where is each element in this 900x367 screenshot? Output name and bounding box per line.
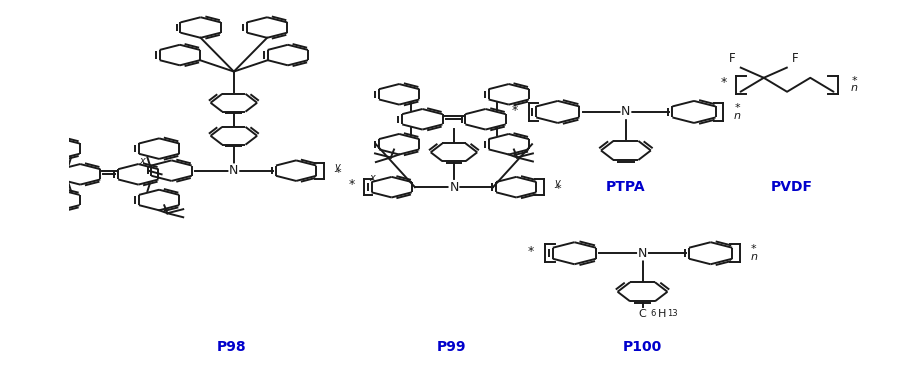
Text: *: * xyxy=(721,76,727,90)
Text: H: H xyxy=(658,309,666,319)
Text: 6: 6 xyxy=(651,309,656,318)
Text: P99: P99 xyxy=(436,340,466,354)
Text: N: N xyxy=(638,247,647,260)
Text: N: N xyxy=(449,181,459,194)
Text: n: n xyxy=(751,252,757,262)
Text: n: n xyxy=(850,83,858,94)
Text: y: y xyxy=(335,161,340,172)
Text: y: y xyxy=(554,178,560,188)
Text: PTPA: PTPA xyxy=(606,180,645,194)
Text: x: x xyxy=(369,173,375,183)
Text: *: * xyxy=(556,184,562,195)
Text: *: * xyxy=(734,102,740,113)
Text: P98: P98 xyxy=(217,340,247,354)
Text: *: * xyxy=(528,245,535,258)
Text: P100: P100 xyxy=(623,340,662,354)
Text: 13: 13 xyxy=(668,309,678,318)
Text: n: n xyxy=(734,110,741,121)
Text: *: * xyxy=(851,76,857,86)
Text: x: x xyxy=(140,156,145,167)
Text: PVDF: PVDF xyxy=(771,180,813,194)
Text: F: F xyxy=(729,52,736,65)
Text: *: * xyxy=(348,178,355,192)
Text: F: F xyxy=(792,52,798,65)
Text: *: * xyxy=(336,168,342,178)
Text: N: N xyxy=(230,164,238,177)
Text: *: * xyxy=(511,103,517,117)
Text: *: * xyxy=(751,244,757,254)
Text: C: C xyxy=(639,309,646,319)
Text: N: N xyxy=(621,105,631,119)
